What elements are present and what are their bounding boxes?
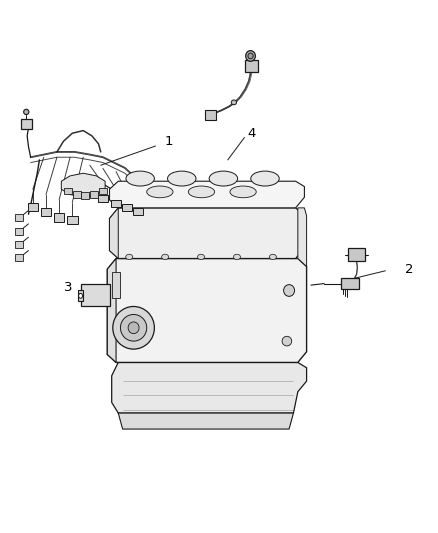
Ellipse shape xyxy=(162,254,169,260)
Ellipse shape xyxy=(251,171,279,186)
Ellipse shape xyxy=(248,53,253,59)
Ellipse shape xyxy=(231,100,237,104)
Ellipse shape xyxy=(128,322,139,334)
Polygon shape xyxy=(107,259,307,362)
Polygon shape xyxy=(61,173,105,197)
Ellipse shape xyxy=(209,171,237,186)
Text: 4: 4 xyxy=(247,127,256,140)
Ellipse shape xyxy=(269,254,276,260)
Bar xyxy=(112,272,120,298)
Bar xyxy=(73,191,81,198)
Ellipse shape xyxy=(198,254,205,260)
Ellipse shape xyxy=(126,171,154,186)
Bar xyxy=(78,290,83,301)
Bar xyxy=(245,60,258,72)
Ellipse shape xyxy=(126,254,133,260)
Bar xyxy=(111,200,121,207)
Ellipse shape xyxy=(24,109,29,115)
Text: 1: 1 xyxy=(164,135,173,148)
Bar xyxy=(90,191,98,198)
Bar xyxy=(122,204,132,211)
Ellipse shape xyxy=(167,171,196,186)
Polygon shape xyxy=(112,362,307,413)
Text: 3: 3 xyxy=(64,281,72,294)
Ellipse shape xyxy=(246,51,255,61)
Text: 2: 2 xyxy=(405,263,414,276)
Ellipse shape xyxy=(282,336,292,346)
Ellipse shape xyxy=(78,293,82,298)
Polygon shape xyxy=(110,208,118,259)
Ellipse shape xyxy=(113,306,154,349)
Polygon shape xyxy=(298,208,307,266)
Bar xyxy=(41,208,51,216)
Bar xyxy=(15,228,23,235)
Ellipse shape xyxy=(233,254,240,260)
Bar xyxy=(348,248,365,261)
Bar xyxy=(54,213,64,222)
Ellipse shape xyxy=(147,186,173,198)
Ellipse shape xyxy=(230,186,256,198)
Polygon shape xyxy=(118,413,293,429)
Bar xyxy=(28,203,38,211)
Bar xyxy=(64,188,72,194)
Bar xyxy=(99,188,107,194)
Bar xyxy=(205,110,216,120)
Ellipse shape xyxy=(284,285,295,296)
Bar xyxy=(81,284,110,306)
Bar xyxy=(15,254,23,261)
Ellipse shape xyxy=(188,186,215,198)
Bar xyxy=(15,241,23,248)
Bar xyxy=(133,208,143,215)
Ellipse shape xyxy=(120,314,147,341)
Polygon shape xyxy=(110,208,304,259)
Polygon shape xyxy=(110,181,304,208)
Bar xyxy=(81,192,89,199)
Bar xyxy=(21,119,32,129)
Polygon shape xyxy=(107,259,116,362)
Bar xyxy=(98,195,108,202)
Bar xyxy=(67,216,78,224)
Bar xyxy=(341,278,359,289)
Bar xyxy=(15,214,23,221)
